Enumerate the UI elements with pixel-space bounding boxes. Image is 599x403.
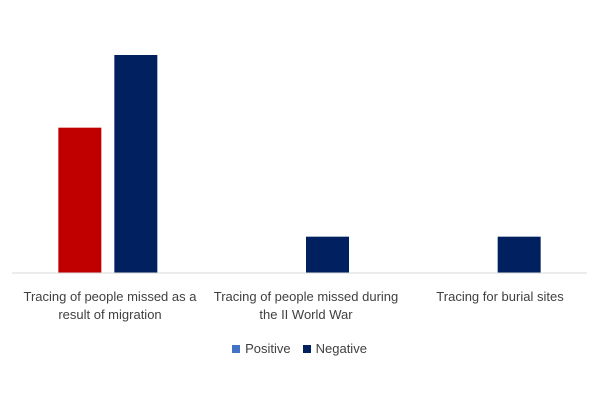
category-label-migration: Tracing of people missed as a result of … <box>23 289 197 322</box>
legend-item-negative: Negative <box>302 341 367 356</box>
category-label-burial-sites: Tracing for burial sites <box>436 289 564 304</box>
bar-negative-burial-sites <box>497 236 541 273</box>
bar-negative-world-war <box>306 236 349 273</box>
legend-swatch-negative <box>302 344 311 353</box>
legend: Positive Negative <box>0 341 599 356</box>
bars-group <box>58 55 541 274</box>
legend-label-negative: Negative <box>315 341 367 356</box>
legend-item-positive: Positive <box>232 341 291 356</box>
bar-positive-migration <box>58 127 102 274</box>
legend-swatch-positive <box>232 344 241 353</box>
legend-label-positive: Positive <box>245 341 291 356</box>
category-label-world-war: Tracing of people missed during the II W… <box>213 289 399 322</box>
bar-negative-migration <box>114 55 158 273</box>
